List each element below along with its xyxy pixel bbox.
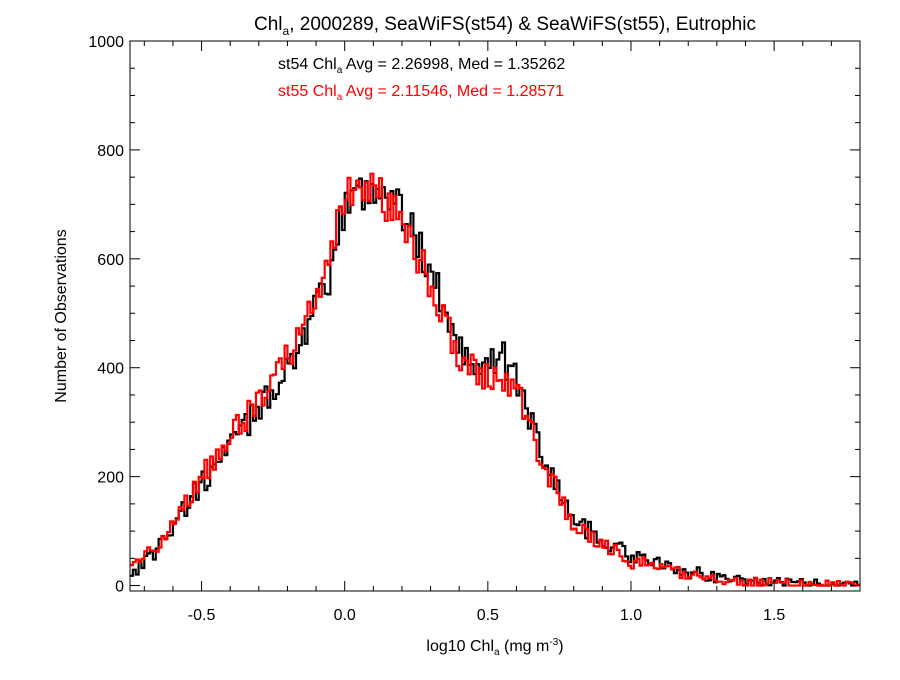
y-tick-label: 1000 bbox=[88, 34, 124, 51]
x-axis-label: log10 Chla (mg m-3) bbox=[426, 637, 563, 658]
plot-frame bbox=[129, 40, 861, 592]
y-tick-label: 600 bbox=[97, 252, 124, 269]
axes-layer: -0.5 0.0 0.5 1.0 1.5 0 200 400 600 800 1000 bbox=[88, 34, 861, 624]
x-tick-label: 1.0 bbox=[620, 607, 642, 624]
x-tick-label: 1.5 bbox=[763, 607, 785, 624]
x-tick-label: 0.0 bbox=[334, 607, 356, 624]
series-layer bbox=[130, 172, 860, 587]
y-tick-label: 200 bbox=[97, 470, 124, 487]
annotation-st55: st55 Chla Avg = 2.11546, Med = 1.28571 bbox=[278, 83, 564, 103]
x-tick-label: -0.5 bbox=[188, 607, 216, 624]
y-tick-label: 400 bbox=[97, 361, 124, 378]
y-tick-label: 0 bbox=[115, 579, 124, 596]
annotation-st54: st54 Chla Avg = 2.26998, Med = 1.35262 bbox=[278, 56, 565, 76]
y-axis-label: Number of Observations bbox=[53, 229, 70, 402]
x-tick-label: 0.5 bbox=[477, 607, 499, 624]
series-st55-histogram bbox=[130, 172, 860, 587]
y-tick-label: 800 bbox=[97, 143, 124, 160]
chart-title: Chla, 2000289, SeaWiFS(st54) & SeaWiFS(s… bbox=[254, 14, 756, 38]
